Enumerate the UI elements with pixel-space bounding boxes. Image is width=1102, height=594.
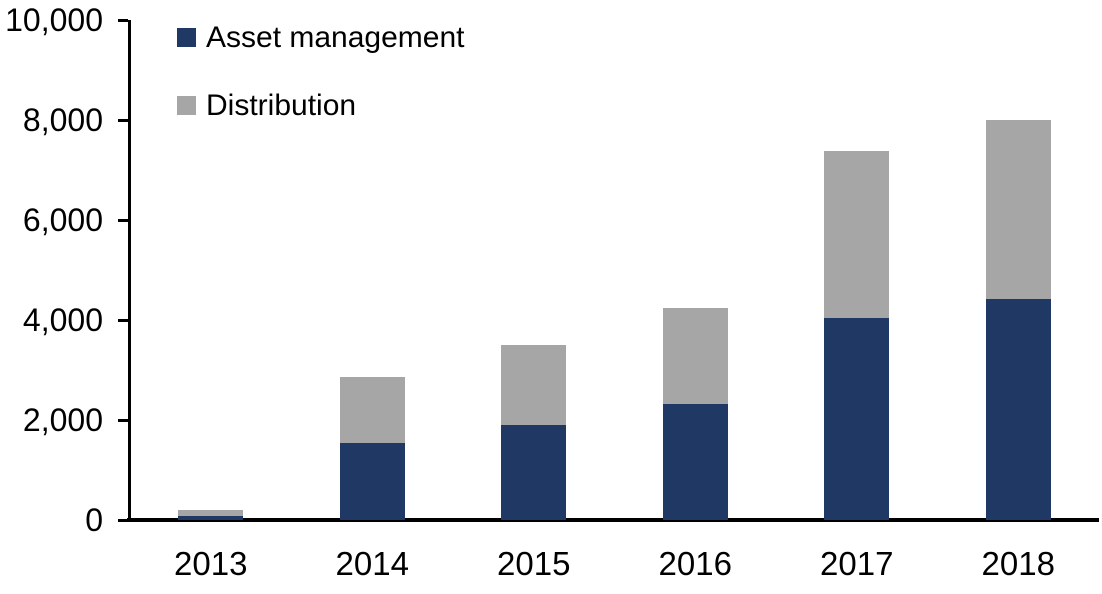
legend-item-asset-management: Asset management — [177, 20, 464, 55]
bar-2016 — [662, 307, 728, 520]
y-axis-tick-label: 10,000 — [5, 2, 103, 38]
bar-segment-asset-management — [662, 404, 728, 520]
bar-segment-distribution — [339, 376, 405, 443]
y-axis-tick-label: 6,000 — [22, 202, 103, 238]
bar-2017 — [824, 151, 890, 520]
x-axis-tick-label: 2016 — [658, 545, 732, 582]
legend-item-distribution: Distribution — [177, 88, 464, 123]
y-axis-tick-label: 8,000 — [22, 102, 103, 138]
bar-segment-asset-management — [178, 515, 244, 520]
bar-2013 — [178, 510, 244, 520]
x-axis-tick-label: 2014 — [335, 545, 409, 582]
x-axis-line — [127, 518, 1099, 522]
x-axis-tick-label: 2015 — [497, 545, 571, 582]
bar-2014 — [339, 376, 405, 520]
x-axis-tick-label: 2013 — [174, 545, 248, 582]
y-axis-tick-label: 2,000 — [22, 402, 103, 438]
legend: Asset management Distribution — [177, 20, 464, 156]
y-axis-tick — [118, 119, 128, 122]
legend-label-distribution: Distribution — [206, 88, 357, 122]
y-axis-line — [128, 20, 131, 522]
y-axis-tick — [118, 319, 128, 322]
y-axis-tick-label: 0 — [85, 502, 103, 538]
y-axis-tick — [118, 519, 128, 522]
y-axis-tick-label: 4,000 — [22, 302, 103, 338]
y-axis-tick — [118, 419, 128, 422]
bar-segment-distribution — [178, 510, 244, 516]
bar-segment-distribution — [501, 345, 567, 425]
x-axis-tick-label: 2018 — [981, 545, 1055, 582]
x-axis-tick-label: 2017 — [820, 545, 894, 582]
bar-segment-asset-management — [824, 318, 890, 520]
legend-swatch-asset-management — [177, 28, 196, 47]
bar-segment-asset-management — [501, 425, 567, 520]
y-axis-tick — [118, 19, 128, 22]
bar-segment-distribution — [824, 151, 890, 318]
legend-label-asset-management: Asset management — [206, 20, 465, 54]
legend-swatch-distribution — [177, 96, 196, 115]
bar-segment-asset-management — [985, 299, 1051, 520]
y-axis-tick — [118, 219, 128, 222]
bar-segment-distribution — [985, 120, 1051, 299]
bar-segment-asset-management — [339, 442, 405, 520]
bar-2015 — [501, 345, 567, 520]
bar-segment-distribution — [662, 307, 728, 404]
bar-2018 — [985, 120, 1051, 520]
